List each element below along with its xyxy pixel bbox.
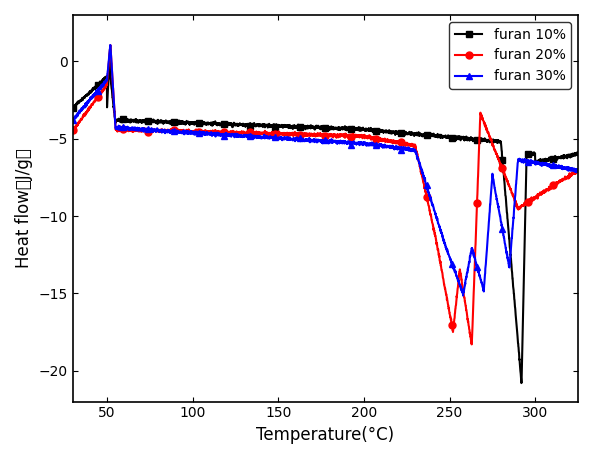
X-axis label: Temperature(°C): Temperature(°C) xyxy=(256,426,394,444)
furan 20% xyxy=(575,169,582,174)
Legend: furan 10%, furan 20%, furan 30%: furan 10%, furan 20%, furan 30% xyxy=(449,22,571,89)
furan 10% xyxy=(157,120,164,125)
furan 30% xyxy=(157,128,164,133)
furan 30% xyxy=(511,208,518,214)
Line: furan 30%: furan 30% xyxy=(69,41,582,299)
furan 30% xyxy=(263,134,270,140)
furan 10% xyxy=(510,291,517,297)
furan 20% xyxy=(263,129,270,135)
furan 20% xyxy=(285,133,292,139)
furan 10% xyxy=(565,153,572,159)
furan 30% xyxy=(107,42,114,48)
furan 20% xyxy=(157,128,164,134)
furan 20% xyxy=(511,195,518,201)
furan 20% xyxy=(69,127,76,133)
furan 10% xyxy=(285,125,292,131)
furan 10% xyxy=(518,381,525,386)
furan 30% xyxy=(460,293,467,298)
furan 20% xyxy=(468,341,475,347)
furan 30% xyxy=(565,165,572,171)
furan 20% xyxy=(565,173,572,179)
furan 30% xyxy=(285,136,292,142)
Y-axis label: Heat flow（J/g）: Heat flow（J/g） xyxy=(15,148,33,268)
furan 10% xyxy=(69,105,76,110)
furan 10% xyxy=(107,46,114,51)
furan 30% xyxy=(69,117,76,123)
furan 20% xyxy=(107,42,114,48)
furan 30% xyxy=(127,127,134,132)
Line: furan 10%: furan 10% xyxy=(69,45,582,386)
furan 10% xyxy=(127,118,134,123)
furan 20% xyxy=(127,127,134,132)
Line: furan 20%: furan 20% xyxy=(69,42,582,348)
furan 30% xyxy=(575,168,582,173)
furan 10% xyxy=(263,122,270,128)
furan 10% xyxy=(575,151,582,157)
